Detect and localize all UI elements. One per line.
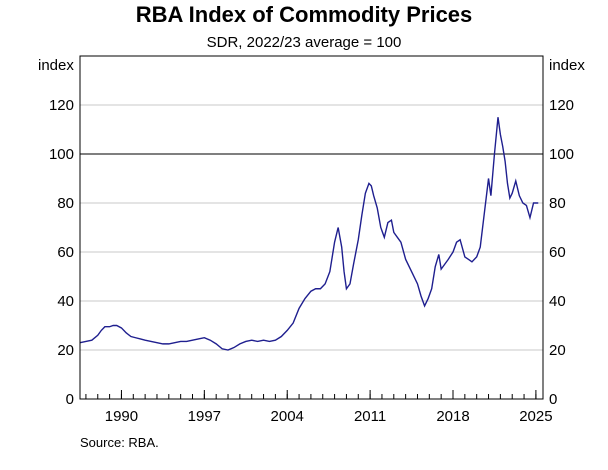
x-tick-label: 1990 xyxy=(105,408,138,425)
y-tick-label-left: 40 xyxy=(57,293,74,310)
y-tick-label-right: 100 xyxy=(549,146,574,163)
y-tick-label-right: 0 xyxy=(549,391,557,408)
y-tick-label-right: 80 xyxy=(549,195,566,212)
plot-frame xyxy=(79,55,544,400)
series-line xyxy=(79,117,539,351)
x-tick-label: 2011 xyxy=(354,408,386,425)
source-note: Source: RBA. xyxy=(80,435,159,450)
x-tick-label: 2025 xyxy=(519,408,552,425)
y-tick-label-left: 60 xyxy=(57,244,74,261)
x-tick-label: 2004 xyxy=(271,408,304,425)
y-tick-label-left: 120 xyxy=(49,97,74,114)
y-axis-label-right: index xyxy=(549,57,585,74)
chart-subtitle: SDR, 2022/23 average = 100 xyxy=(206,34,402,51)
y-tick-label-left: 80 xyxy=(57,195,74,212)
y-axis: 0 0 20 20 40 40 60 60 80 80 100 100 120 120 xyxy=(49,97,574,408)
y-tick-label-right: 60 xyxy=(549,244,566,261)
y-tick-label-right: 120 xyxy=(549,97,574,114)
x-tick-label: 1997 xyxy=(188,408,221,425)
y-tick-label-left: 100 xyxy=(49,146,74,163)
x-tick-label: 2018 xyxy=(436,408,469,425)
x-axis: 1990 1997 2004 2011 2018 2025 xyxy=(85,390,553,425)
y-tick-label-right: 40 xyxy=(549,293,566,310)
gridlines xyxy=(80,104,543,351)
chart-title: RBA Index of Commodity Prices xyxy=(135,2,473,27)
y-tick-label-right: 20 xyxy=(549,342,566,359)
y-tick-label-left: 0 xyxy=(66,391,74,408)
y-axis-label-left: index xyxy=(38,57,74,74)
y-tick-label-left: 20 xyxy=(57,342,74,359)
